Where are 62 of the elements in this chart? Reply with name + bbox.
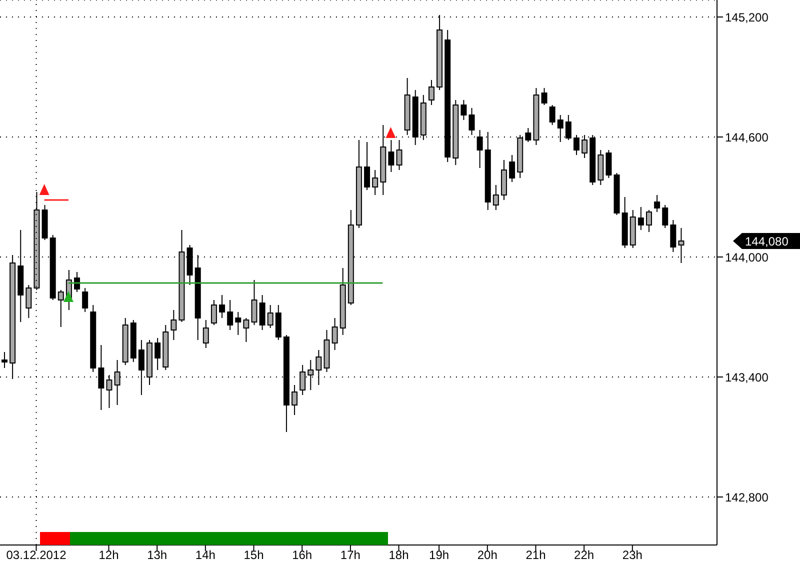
candlestick [235, 312, 242, 336]
y-tick-label: 144,600 [725, 130, 769, 144]
candlestick [219, 294, 226, 318]
candlestick [251, 280, 258, 326]
candlestick [428, 80, 434, 106]
candlestick [227, 300, 234, 330]
x-tick-label: 17h [340, 548, 360, 562]
candlestick [2, 352, 8, 368]
y-tick-label: 142,800 [725, 490, 769, 504]
x-tick-label: 03.12.2012 [6, 548, 67, 562]
candlestick [267, 304, 274, 328]
candlestick [573, 134, 580, 156]
x-tick-label: 15h [244, 548, 264, 562]
candlestick [476, 130, 483, 168]
candlestick [154, 338, 161, 370]
y-tick-label: 144,000 [725, 250, 769, 264]
candlestick [646, 210, 652, 232]
x-tick-label: 16h [292, 548, 312, 562]
candlestick [138, 340, 144, 396]
candlestick [525, 128, 532, 142]
candlestick [541, 88, 548, 106]
x-tick-label: 23h [622, 548, 642, 562]
candlestick [58, 290, 64, 328]
candlestick [460, 100, 467, 120]
candlestick [170, 310, 177, 340]
candlestick [388, 140, 394, 172]
candlestick [332, 318, 338, 350]
x-tick-label: 18h [388, 548, 409, 562]
x-tick-label: 19h [429, 548, 450, 562]
candlestick [638, 206, 644, 230]
candlestick [82, 288, 88, 312]
candlestick [26, 284, 32, 318]
y-tick-label: 145,200 [725, 10, 769, 24]
candlestick [372, 170, 378, 196]
candlestick [492, 184, 499, 210]
candlestick [670, 220, 676, 252]
candlestick [316, 350, 322, 386]
x-tick-label: 13h [147, 548, 168, 562]
x-tick-label: 20h [477, 548, 498, 562]
y-tick-label: 143,400 [725, 370, 769, 384]
point [63, 291, 74, 302]
x-tick-label: 12h [98, 548, 119, 562]
x-tick-label: 21h [526, 548, 546, 562]
candlestick [210, 300, 217, 326]
candlestick [202, 320, 209, 348]
candlestick [654, 194, 660, 212]
candlestick [364, 142, 370, 190]
pointer-tag: 144,080 [733, 233, 800, 249]
candlestick [292, 384, 298, 416]
candlestick [606, 150, 612, 178]
candlestick [662, 204, 668, 228]
point [386, 127, 396, 138]
candlestick [396, 140, 402, 170]
candlestick [259, 294, 266, 330]
candlestick [549, 104, 556, 126]
x-tick-label: 14h [195, 548, 216, 562]
candlestick [468, 108, 475, 136]
candlestick [275, 304, 282, 340]
candlestick [243, 318, 250, 342]
candlestick [509, 154, 516, 182]
x-tick-label: 22h [574, 548, 594, 562]
point [39, 184, 50, 195]
